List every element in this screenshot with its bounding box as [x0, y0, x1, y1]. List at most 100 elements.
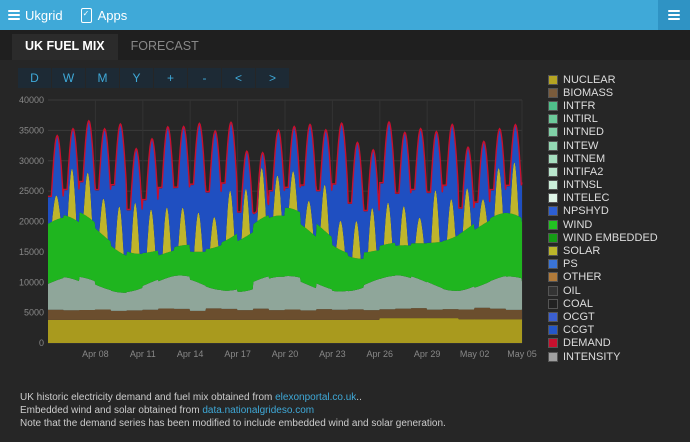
legend-label: INTNSL — [563, 179, 603, 192]
legend-swatch — [548, 311, 558, 322]
range-week-button[interactable]: W — [52, 68, 86, 88]
legend-swatch — [548, 351, 558, 362]
apps-label: Apps — [97, 7, 128, 23]
legend-item-intned[interactable]: INTNED — [548, 126, 658, 139]
y-tick-label: 0 — [39, 338, 44, 348]
x-tick-label: Apr 11 — [130, 349, 156, 359]
legend-swatch — [548, 140, 558, 151]
y-tick-label: 35000 — [19, 125, 44, 135]
legend-item-npshyd[interactable]: NPSHYD — [548, 205, 658, 218]
legend-item-demand[interactable]: DEMAND — [548, 337, 658, 350]
legend-item-other[interactable]: OTHER — [548, 271, 658, 284]
legend-label: OCGT — [563, 310, 595, 323]
nationalgrideso-link[interactable]: data.nationalgrideso.com — [202, 405, 315, 416]
legend-label: NPSHYD — [563, 205, 609, 218]
y-tick-label: 30000 — [19, 156, 44, 166]
legend-item-intensity[interactable]: INTENSITY — [548, 350, 658, 363]
footer-notes: UK historic electricity demand and fuel … — [20, 391, 446, 430]
legend-swatch — [548, 166, 558, 177]
range-month-button[interactable]: M — [86, 68, 120, 88]
legend-item-wind-embedded[interactable]: WIND EMBEDDED — [548, 231, 658, 244]
x-tick-label: Apr 08 — [82, 349, 109, 359]
legend-item-intelec[interactable]: INTELEC — [548, 192, 658, 205]
apps-link[interactable]: Apps — [80, 7, 128, 23]
phone-check-icon — [80, 7, 92, 23]
tab-forecast[interactable]: FORECAST — [130, 39, 199, 53]
legend-item-biomass[interactable]: BIOMASS — [548, 86, 658, 99]
legend-swatch — [548, 153, 558, 164]
footer-line2: Embedded wind and solar obtained from — [20, 405, 203, 416]
legend-swatch — [548, 232, 558, 243]
y-tick-label: 20000 — [19, 217, 44, 227]
legend-label: OIL — [563, 284, 581, 297]
area-series-bio — [48, 307, 522, 320]
y-tick-label: 25000 — [19, 186, 44, 196]
view-tabs: UK FUEL MIX FORECAST — [12, 34, 212, 60]
legend-label: BIOMASS — [563, 86, 614, 99]
legend-item-intnem[interactable]: INTNEM — [548, 152, 658, 165]
y-tick-label: 10000 — [19, 277, 44, 287]
legend-item-ocgt[interactable]: OCGT — [548, 310, 658, 323]
x-tick-label: Apr 26 — [367, 349, 394, 359]
legend-item-intfr[interactable]: INTFR — [548, 99, 658, 112]
legend-item-solar[interactable]: SOLAR — [548, 244, 658, 257]
legend-item-intew[interactable]: INTEW — [548, 139, 658, 152]
y-tick-label: 5000 — [24, 308, 44, 318]
legend-item-oil[interactable]: OIL — [548, 284, 658, 297]
legend-item-ps[interactable]: PS — [548, 258, 658, 271]
legend-item-wind[interactable]: WIND — [548, 218, 658, 231]
legend-swatch — [548, 298, 558, 309]
x-tick-label: May 02 — [460, 349, 490, 359]
x-tick-label: May 05 — [507, 349, 537, 359]
legend-item-intifa2[interactable]: INTIFA2 — [548, 165, 658, 178]
y-tick-label: 15000 — [19, 247, 44, 257]
footer-line1-end: .. — [356, 392, 362, 403]
legend-label: INTIRL — [563, 113, 598, 126]
legend-label: COAL — [563, 297, 593, 310]
demand-line — [48, 119, 523, 214]
zoom-out-button[interactable]: - — [188, 68, 222, 88]
elexon-link[interactable]: elexonportal.co.uk — [275, 392, 357, 403]
legend-swatch — [548, 285, 558, 296]
hamburger-icon — [8, 10, 20, 20]
range-day-button[interactable]: D — [18, 68, 52, 88]
legend-swatch — [548, 259, 558, 270]
legend-swatch — [548, 180, 558, 191]
legend-item-intnsl[interactable]: INTNSL — [548, 179, 658, 192]
legend-label: CCGT — [563, 324, 595, 337]
fuel-mix-chart[interactable]: 0 5000 10000 15000 20000 25000 30000 35000 40000… — [0, 88, 540, 378]
tab-uk-fuel-mix[interactable]: UK FUEL MIX — [12, 34, 118, 60]
legend-label: INTNEM — [563, 152, 606, 165]
legend-swatch — [548, 338, 558, 349]
zoom-in-button[interactable]: + — [154, 68, 188, 88]
legend-swatch — [548, 272, 558, 283]
x-tick-label: Apr 23 — [319, 349, 346, 359]
menu-toggle-button[interactable] — [658, 0, 690, 30]
top-navbar: Ukgrid Apps — [0, 0, 690, 30]
range-year-button[interactable]: Y — [120, 68, 154, 88]
prev-period-button[interactable]: < — [222, 68, 256, 88]
legend-swatch — [548, 114, 558, 125]
x-tick-label: Apr 14 — [177, 349, 204, 359]
legend-label: INTNED — [563, 126, 604, 139]
legend-item-nuclear[interactable]: NUCLEAR — [548, 73, 658, 86]
brand-link[interactable]: Ukgrid — [8, 8, 63, 23]
legend-label: INTELEC — [563, 192, 610, 205]
legend-item-coal[interactable]: COAL — [548, 297, 658, 310]
footer-line1: UK historic electricity demand and fuel … — [20, 392, 276, 403]
legend-swatch — [548, 206, 558, 217]
legend-item-intirl[interactable]: INTIRL — [548, 113, 658, 126]
legend-label: DEMAND — [563, 337, 611, 350]
legend-label: SOLAR — [563, 245, 601, 258]
range-buttons: D W M Y + - < > — [18, 68, 290, 88]
legend-swatch — [548, 325, 558, 336]
next-period-button[interactable]: > — [256, 68, 290, 88]
brand-label: Ukgrid — [25, 7, 63, 23]
legend-label: NUCLEAR — [563, 73, 616, 86]
legend-label: WIND — [563, 218, 593, 231]
x-tick-label: Apr 20 — [272, 349, 299, 359]
legend-label: INTENSITY — [563, 350, 621, 363]
legend-label: WIND EMBEDDED — [563, 231, 658, 244]
legend-item-ccgt[interactable]: CCGT — [548, 324, 658, 337]
legend-swatch — [548, 74, 558, 85]
